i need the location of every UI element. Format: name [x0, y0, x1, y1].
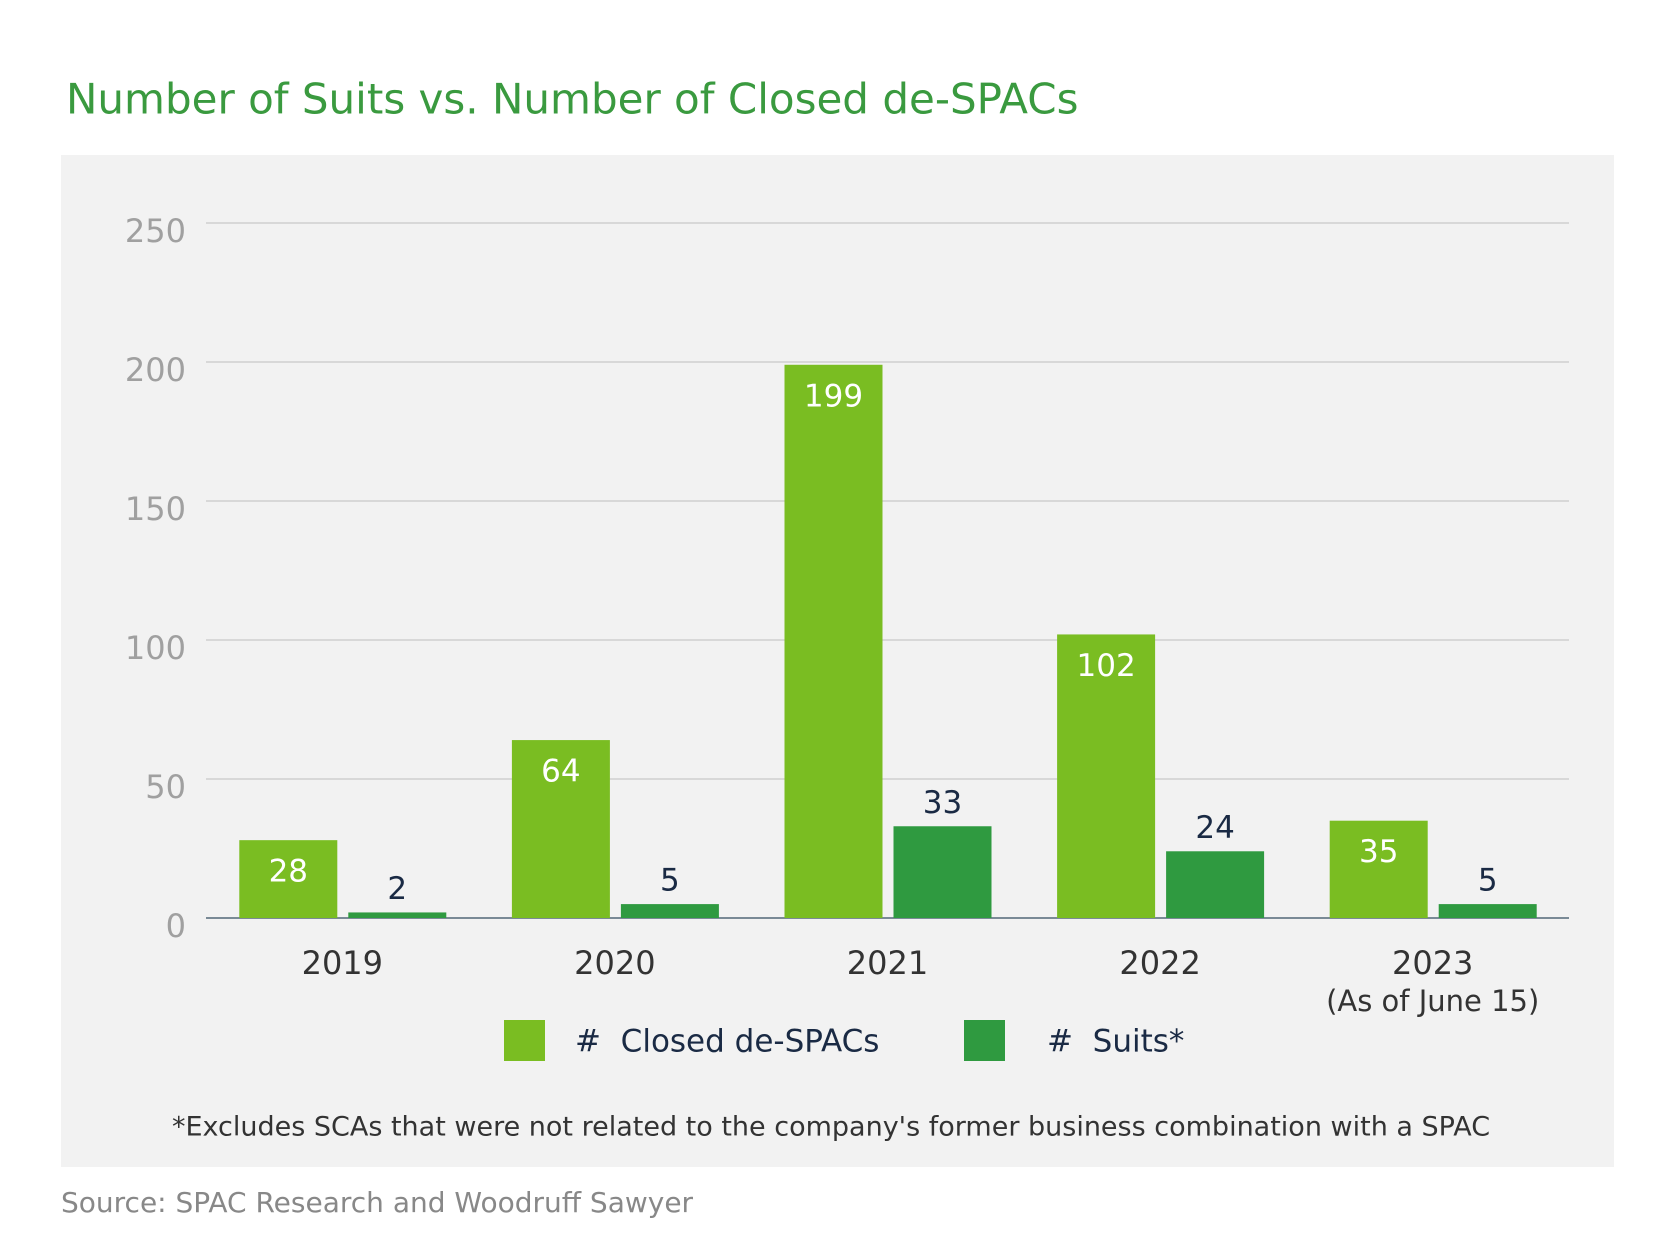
bar	[784, 364, 883, 918]
x-tick-label: 2019	[302, 944, 383, 982]
value-label: 5	[660, 863, 680, 899]
y-tick-label: 0	[166, 907, 186, 945]
legend-swatch	[504, 1020, 545, 1061]
y-tick-label: 50	[145, 768, 186, 806]
value-label: 28	[269, 854, 308, 890]
bar	[1438, 904, 1537, 918]
x-tick-note: (As of June 15)	[1326, 984, 1539, 1018]
value-label: 199	[804, 378, 863, 414]
legend-label: # Suits*	[1047, 1024, 1184, 1060]
source: Source: SPAC Research and Woodruff Sawye…	[61, 1186, 694, 1219]
value-label: 2	[387, 871, 407, 907]
footnote: *Excludes SCAs that were not related to …	[172, 1112, 1490, 1143]
x-tick-label: 2022	[1119, 944, 1200, 982]
bar	[1166, 851, 1265, 918]
value-label: 24	[1195, 810, 1234, 846]
y-tick-label: 100	[125, 629, 186, 667]
bar	[893, 826, 992, 918]
y-tick-label: 250	[125, 212, 186, 250]
bar	[511, 740, 610, 918]
x-tick-label: 2023	[1392, 944, 1473, 982]
value-label: 102	[1077, 648, 1136, 684]
chart-title: Number of Suits vs. Number of Closed de-…	[66, 75, 1078, 124]
y-tick-label: 200	[125, 351, 186, 389]
bar	[1329, 820, 1428, 918]
x-tick-label: 2021	[847, 944, 928, 982]
value-label: 35	[1359, 834, 1398, 870]
bar	[620, 904, 719, 918]
value-label: 64	[541, 754, 580, 790]
legend-label: # Closed de-SPACs	[575, 1024, 879, 1060]
bar	[1057, 634, 1156, 918]
bar	[239, 840, 338, 918]
x-tick-label: 2020	[574, 944, 655, 982]
bar	[348, 912, 447, 918]
value-label: 5	[1478, 863, 1498, 899]
value-label: 33	[923, 785, 962, 821]
y-tick-label: 150	[125, 490, 186, 528]
legend-swatch	[964, 1020, 1005, 1061]
